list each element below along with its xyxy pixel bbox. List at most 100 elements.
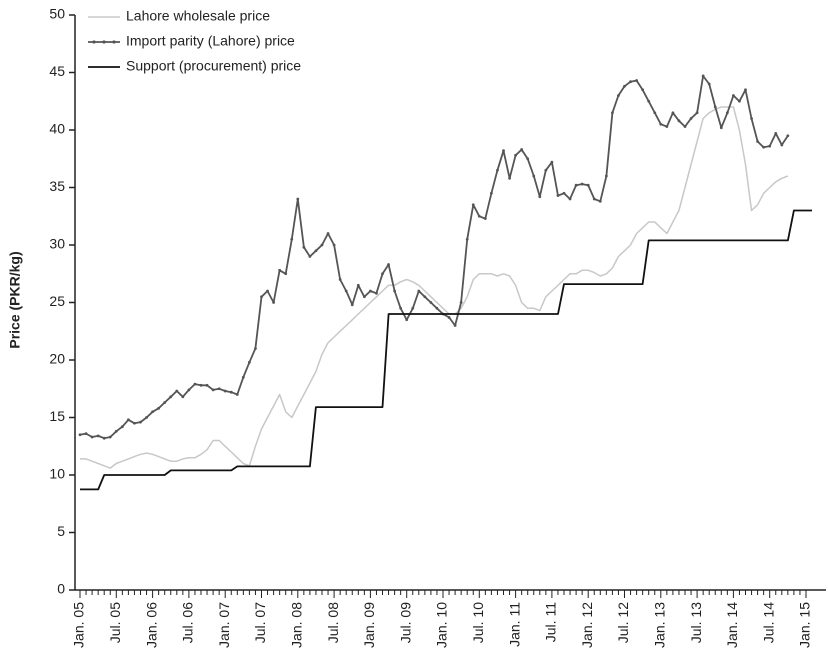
x-tick-label: Jul. 10 bbox=[470, 602, 486, 643]
point-marker bbox=[356, 283, 360, 287]
x-tick-label: Jan. 10 bbox=[434, 602, 450, 648]
point-marker bbox=[725, 111, 729, 115]
point-marker bbox=[78, 433, 82, 437]
x-tick-label: Jul. 09 bbox=[397, 602, 413, 643]
point-marker bbox=[683, 125, 687, 128]
point-marker bbox=[611, 111, 614, 115]
point-marker bbox=[278, 268, 282, 272]
point-marker bbox=[471, 203, 475, 207]
point-marker bbox=[169, 395, 173, 399]
point-marker bbox=[574, 183, 578, 187]
point-marker bbox=[302, 245, 306, 249]
point-marker bbox=[526, 157, 530, 161]
y-tick-label: 5 bbox=[57, 523, 65, 539]
point-marker bbox=[483, 217, 487, 220]
point-marker bbox=[490, 191, 493, 195]
point-marker bbox=[508, 176, 511, 180]
point-marker bbox=[381, 272, 384, 276]
point-marker bbox=[362, 295, 366, 299]
point-marker bbox=[719, 126, 723, 130]
point-marker bbox=[241, 375, 245, 379]
point-marker bbox=[223, 389, 227, 393]
point-marker bbox=[290, 237, 294, 241]
point-marker bbox=[163, 401, 167, 404]
point-marker bbox=[314, 249, 318, 253]
point-marker bbox=[623, 84, 626, 88]
point-marker bbox=[369, 289, 372, 293]
point-marker bbox=[671, 111, 675, 115]
point-marker bbox=[738, 99, 741, 103]
x-tick-label: Jan. 12 bbox=[579, 602, 595, 648]
point-marker bbox=[205, 383, 209, 387]
point-marker bbox=[199, 383, 203, 387]
x-tick-label: Jan. 11 bbox=[506, 602, 522, 647]
x-tick-label: Jan. 08 bbox=[289, 602, 305, 648]
point-marker bbox=[780, 143, 784, 147]
x-tick-label: Jan. 06 bbox=[143, 602, 159, 648]
point-marker bbox=[701, 74, 705, 78]
y-tick-label: 25 bbox=[49, 293, 65, 309]
point-marker bbox=[332, 243, 336, 247]
x-tick-label: Jan. 07 bbox=[216, 602, 232, 648]
x-tick-label: Jan. 13 bbox=[652, 602, 668, 648]
point-marker bbox=[320, 243, 324, 247]
point-marker bbox=[235, 393, 239, 396]
point-marker bbox=[532, 174, 536, 178]
point-marker bbox=[695, 111, 699, 115]
point-marker bbox=[556, 194, 560, 197]
point-marker bbox=[417, 289, 421, 293]
series-line bbox=[79, 75, 789, 440]
point-marker bbox=[90, 435, 94, 439]
point-marker bbox=[272, 301, 275, 304]
point-marker bbox=[145, 416, 148, 419]
point-marker bbox=[211, 388, 215, 392]
legend-marker bbox=[102, 40, 106, 44]
y-tick-label: 20 bbox=[49, 351, 65, 367]
point-marker bbox=[435, 306, 439, 310]
point-marker bbox=[665, 125, 669, 128]
point-marker bbox=[653, 111, 657, 115]
point-marker bbox=[756, 140, 759, 143]
point-marker bbox=[477, 214, 481, 218]
point-marker bbox=[732, 94, 735, 97]
point-marker bbox=[447, 316, 451, 319]
y-tick-label: 40 bbox=[49, 121, 65, 137]
point-marker bbox=[677, 119, 681, 123]
point-marker bbox=[635, 79, 638, 82]
y-tick-label: 10 bbox=[49, 466, 65, 482]
y-axis-label: Price (PKR/kg) bbox=[7, 251, 23, 348]
point-marker bbox=[598, 199, 602, 203]
point-marker bbox=[562, 191, 566, 195]
point-marker bbox=[126, 418, 130, 422]
point-marker bbox=[520, 148, 524, 151]
point-marker bbox=[405, 318, 409, 322]
point-marker bbox=[266, 289, 269, 293]
x-tick-label: Jan. 05 bbox=[71, 602, 87, 648]
point-marker bbox=[604, 174, 608, 178]
point-marker bbox=[768, 144, 772, 148]
x-tick-label: Jan. 15 bbox=[797, 602, 813, 648]
x-tick-label: Jul. 05 bbox=[107, 602, 123, 643]
legend-marker bbox=[112, 40, 116, 44]
legend-marker bbox=[92, 40, 96, 44]
point-marker bbox=[411, 306, 415, 310]
x-tick-label: Jul. 07 bbox=[252, 602, 268, 643]
point-marker bbox=[338, 278, 342, 281]
point-marker bbox=[96, 434, 100, 438]
legend-label: Lahore wholesale price bbox=[126, 8, 270, 24]
point-marker bbox=[744, 88, 747, 92]
point-marker bbox=[181, 395, 185, 399]
legend-label: Import parity (Lahore) price bbox=[126, 33, 295, 49]
point-marker bbox=[592, 197, 596, 201]
point-marker bbox=[459, 301, 463, 304]
point-marker bbox=[151, 410, 155, 414]
x-tick-label: Jan. 09 bbox=[361, 602, 377, 648]
point-marker bbox=[102, 436, 106, 440]
point-marker bbox=[187, 388, 191, 392]
point-marker bbox=[641, 88, 645, 92]
point-marker bbox=[108, 435, 112, 439]
point-marker bbox=[429, 301, 433, 304]
point-marker bbox=[157, 406, 161, 410]
legend-label: Support (procurement) price bbox=[126, 58, 301, 74]
